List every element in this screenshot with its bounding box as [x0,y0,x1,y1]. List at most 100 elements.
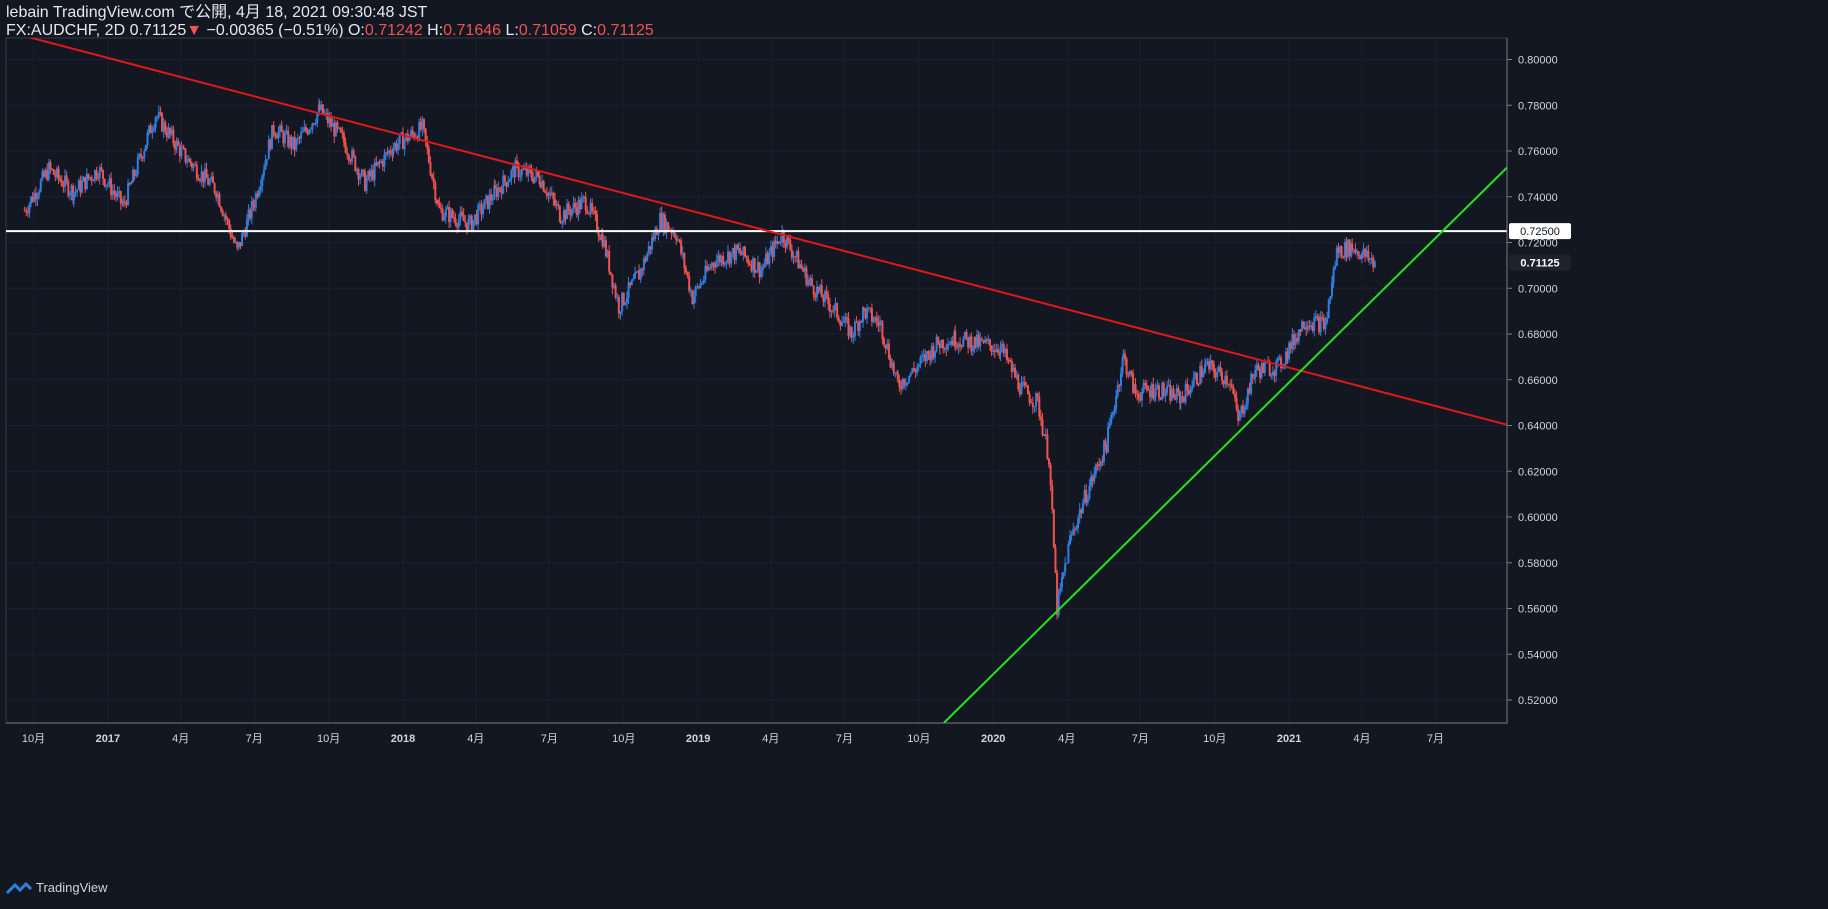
candle-down [1132,373,1135,393]
candle-down [862,307,865,309]
candle-up [879,322,882,326]
candle-down [54,174,57,177]
candle-up [639,268,642,280]
symbol-label[interactable]: FX:AUDCHF, 2D [6,22,126,39]
candle-up [527,166,530,176]
candle-down [517,163,520,178]
candle-down [503,175,506,182]
x-tick-label: 4月 [467,733,484,745]
candle-down [401,132,404,150]
candle-up [524,167,527,170]
candle-down [614,285,617,298]
candle-down [229,228,232,238]
support-trendline[interactable] [943,165,1510,723]
candle-down [1118,384,1121,386]
candle-up [325,113,328,115]
candle-down [224,215,227,220]
candle-up [245,219,248,237]
candle-up [1206,361,1209,363]
candle-down [269,139,272,150]
candle-up [1313,318,1316,331]
candle-down [205,168,208,179]
candle-up [388,150,391,154]
candle-up [200,171,203,181]
trend-drawings[interactable] [6,32,1510,723]
candle-up [397,143,400,151]
chart-header: lebain TradingView.com で公開, 4月 18, 2021 … [6,4,654,40]
candle-up [541,180,544,188]
candle-down [832,310,835,312]
x-tick-label: 4月 [1353,733,1370,745]
candle-up [647,246,650,254]
candle-up [849,326,852,337]
candle-down [903,378,906,386]
candle-down [1073,528,1076,530]
candle-up [725,261,728,263]
candle-down [282,132,285,144]
candle-down [202,171,205,183]
candle-down [1219,366,1222,372]
candle-down [182,147,185,149]
axes[interactable]: 0.80000 0.78000 0.76000 0.74000 0.72000 0.700… [6,38,1571,745]
candle-up [957,343,960,348]
candle-down [896,372,899,381]
resistance-trendline[interactable] [9,32,1510,426]
candle-down [622,292,625,305]
branding[interactable]: TradingView [6,880,108,895]
candle-up [39,179,42,192]
x-tick-label: 10月 [907,733,930,745]
candle-down [1253,377,1256,379]
last-price-value: 0.71125 [129,22,187,39]
candle-down [1174,397,1177,400]
candle-down [293,136,296,150]
candle-up [154,117,157,128]
candle-down [1292,334,1295,346]
candle-up [1072,528,1075,535]
candle-down [1318,317,1321,333]
candle-up [1275,361,1278,376]
y-tick-label: 0.68000 [1518,329,1558,341]
candle-up [1194,373,1197,378]
candle-up [1260,363,1263,378]
candle-up [1059,587,1062,592]
candle-down [34,192,37,200]
candle-up [250,201,253,219]
candle-down [189,158,192,164]
candle-down [26,212,29,214]
plot-frame [5,37,1508,724]
candle-up [360,169,363,177]
candle-up [93,170,96,181]
candle-up [1191,386,1194,390]
candle-up [659,213,662,233]
candle-down [199,180,202,182]
candle-down [362,169,365,172]
candle-down [812,285,815,295]
candle-up [301,131,304,133]
candle-up [646,253,649,262]
candle-down [912,368,915,371]
candle-up [403,139,406,150]
candle-down [1139,398,1142,401]
candle-up [1020,382,1023,395]
candle-down [839,321,842,326]
y-tick-label: 0.54000 [1518,649,1558,661]
candle-down [993,350,996,353]
candle-up [943,348,946,350]
candle-up [665,222,668,233]
candle-up [561,221,564,224]
candle-down [100,167,103,171]
candle-down [211,176,214,184]
candle-down [771,246,774,258]
candle-down [133,170,136,176]
candle-up [987,339,990,342]
candle-down [845,317,848,319]
candle-up [1161,383,1164,400]
candle-down [1043,434,1046,436]
candle-up [1243,409,1246,414]
candle-down [709,267,712,269]
candle-up [992,350,995,352]
candle-up [657,232,660,236]
candle-down [1208,361,1211,370]
candle-up [1335,247,1338,266]
